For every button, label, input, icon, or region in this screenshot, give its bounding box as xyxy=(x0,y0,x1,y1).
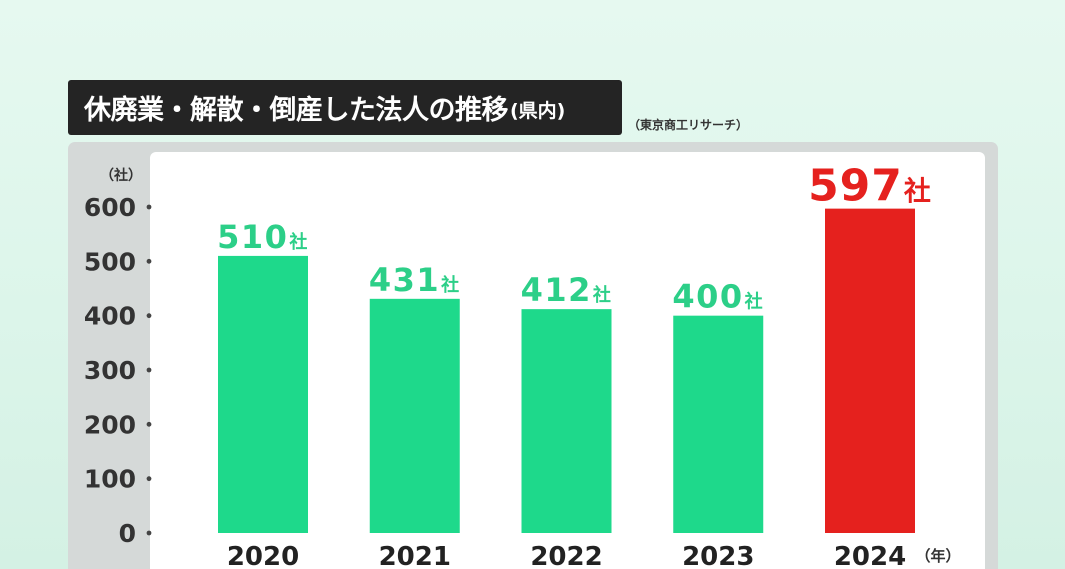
data-label-value: 510 xyxy=(217,218,288,256)
x-axis: 2020 2021 2022 2023 2024 xyxy=(227,542,906,569)
data-label-value: 400 xyxy=(672,278,743,316)
y-tick-label: 300 xyxy=(84,356,136,385)
y-tick-label: 400 xyxy=(84,302,136,331)
data-label: 510社 xyxy=(217,218,309,256)
y-tick-label: 200 xyxy=(84,410,136,439)
bar xyxy=(825,208,915,533)
y-tick-mark xyxy=(146,367,152,373)
data-label-value: 597 xyxy=(808,161,903,212)
x-tick-label: 2020 xyxy=(227,542,299,569)
y-tick-mark xyxy=(146,204,152,210)
x-tick-label: 2022 xyxy=(530,542,602,569)
bar xyxy=(673,315,764,533)
y-tick-label: 0 xyxy=(119,519,136,548)
data-label-unit: 社 xyxy=(593,284,613,306)
data-label-unit: 社 xyxy=(904,176,932,208)
data-label-unit: 社 xyxy=(441,274,461,296)
chart-title-box: 休廃業・解散・倒産した法人の推移 (県内) xyxy=(68,80,622,135)
bar xyxy=(218,255,308,533)
data-label: 400社 xyxy=(672,278,764,316)
y-tick-mark xyxy=(146,476,152,482)
x-tick-label: 2021 xyxy=(379,542,451,569)
y-tick-label: 500 xyxy=(84,247,136,276)
chart-title-region: (県内) xyxy=(510,100,566,122)
y-tick-label: 600 xyxy=(84,193,136,222)
data-label-value: 412 xyxy=(521,271,592,309)
bar xyxy=(521,309,612,533)
chart-title: 休廃業・解散・倒産した法人の推移 xyxy=(84,95,509,126)
y-tick-mark xyxy=(146,258,152,264)
data-label-value: 431 xyxy=(369,261,440,299)
y-axis: 0 100 200 300 400 500 600 xyxy=(84,193,152,548)
x-tick-label: 2023 xyxy=(682,542,754,569)
data-label-unit: 社 xyxy=(745,291,765,313)
y-tick-mark xyxy=(146,313,152,319)
y-tick-mark xyxy=(146,530,152,536)
data-label: 412社 xyxy=(521,271,613,309)
data-label: 597社 xyxy=(808,161,932,212)
x-axis-unit: （年） xyxy=(915,547,960,565)
bar xyxy=(369,298,460,533)
x-tick-label: 2024 xyxy=(834,542,906,569)
y-tick-mark xyxy=(146,421,152,427)
data-label: 431社 xyxy=(369,261,461,299)
y-axis-unit: （社） xyxy=(100,167,142,184)
y-tick-label: 100 xyxy=(84,465,136,494)
chart-source: （東京商工リサーチ） xyxy=(628,118,749,132)
data-label-unit: 社 xyxy=(289,231,309,253)
